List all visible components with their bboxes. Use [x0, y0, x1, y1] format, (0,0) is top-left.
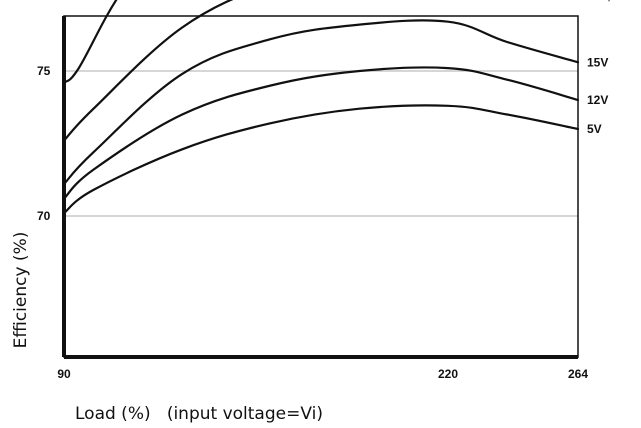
series-line-48v [62, 0, 118, 84]
y-tick-label: 70 [37, 209, 51, 223]
series-line-12v [62, 66, 580, 200]
series-line-24v-36v [62, 0, 234, 142]
plot-frame [63, 15, 579, 358]
x-tick-label: 220 [438, 367, 458, 381]
series-line-5v [62, 104, 580, 215]
x-axis-title: Load (%) (input voltage=Vi) [75, 404, 323, 424]
series-label: 15V [587, 55, 608, 69]
series-label: 12V [587, 93, 608, 107]
series-line-15v [62, 19, 580, 186]
tick-labels: 7075808590220264 [37, 64, 588, 381]
x-tick-label: 90 [57, 367, 71, 381]
axes [62, 15, 579, 359]
series-labels: 48V24V,36V15V12V5V [587, 0, 632, 136]
series-label: 24V,36V [587, 0, 632, 3]
grid-lines [64, 70, 578, 217]
y-tick-label: 75 [37, 64, 51, 78]
series-label: 5V [587, 122, 602, 136]
series-lines [62, 0, 580, 215]
y-axis-title: Efficiency (%) [11, 232, 31, 349]
x-tick-label: 264 [568, 367, 588, 381]
